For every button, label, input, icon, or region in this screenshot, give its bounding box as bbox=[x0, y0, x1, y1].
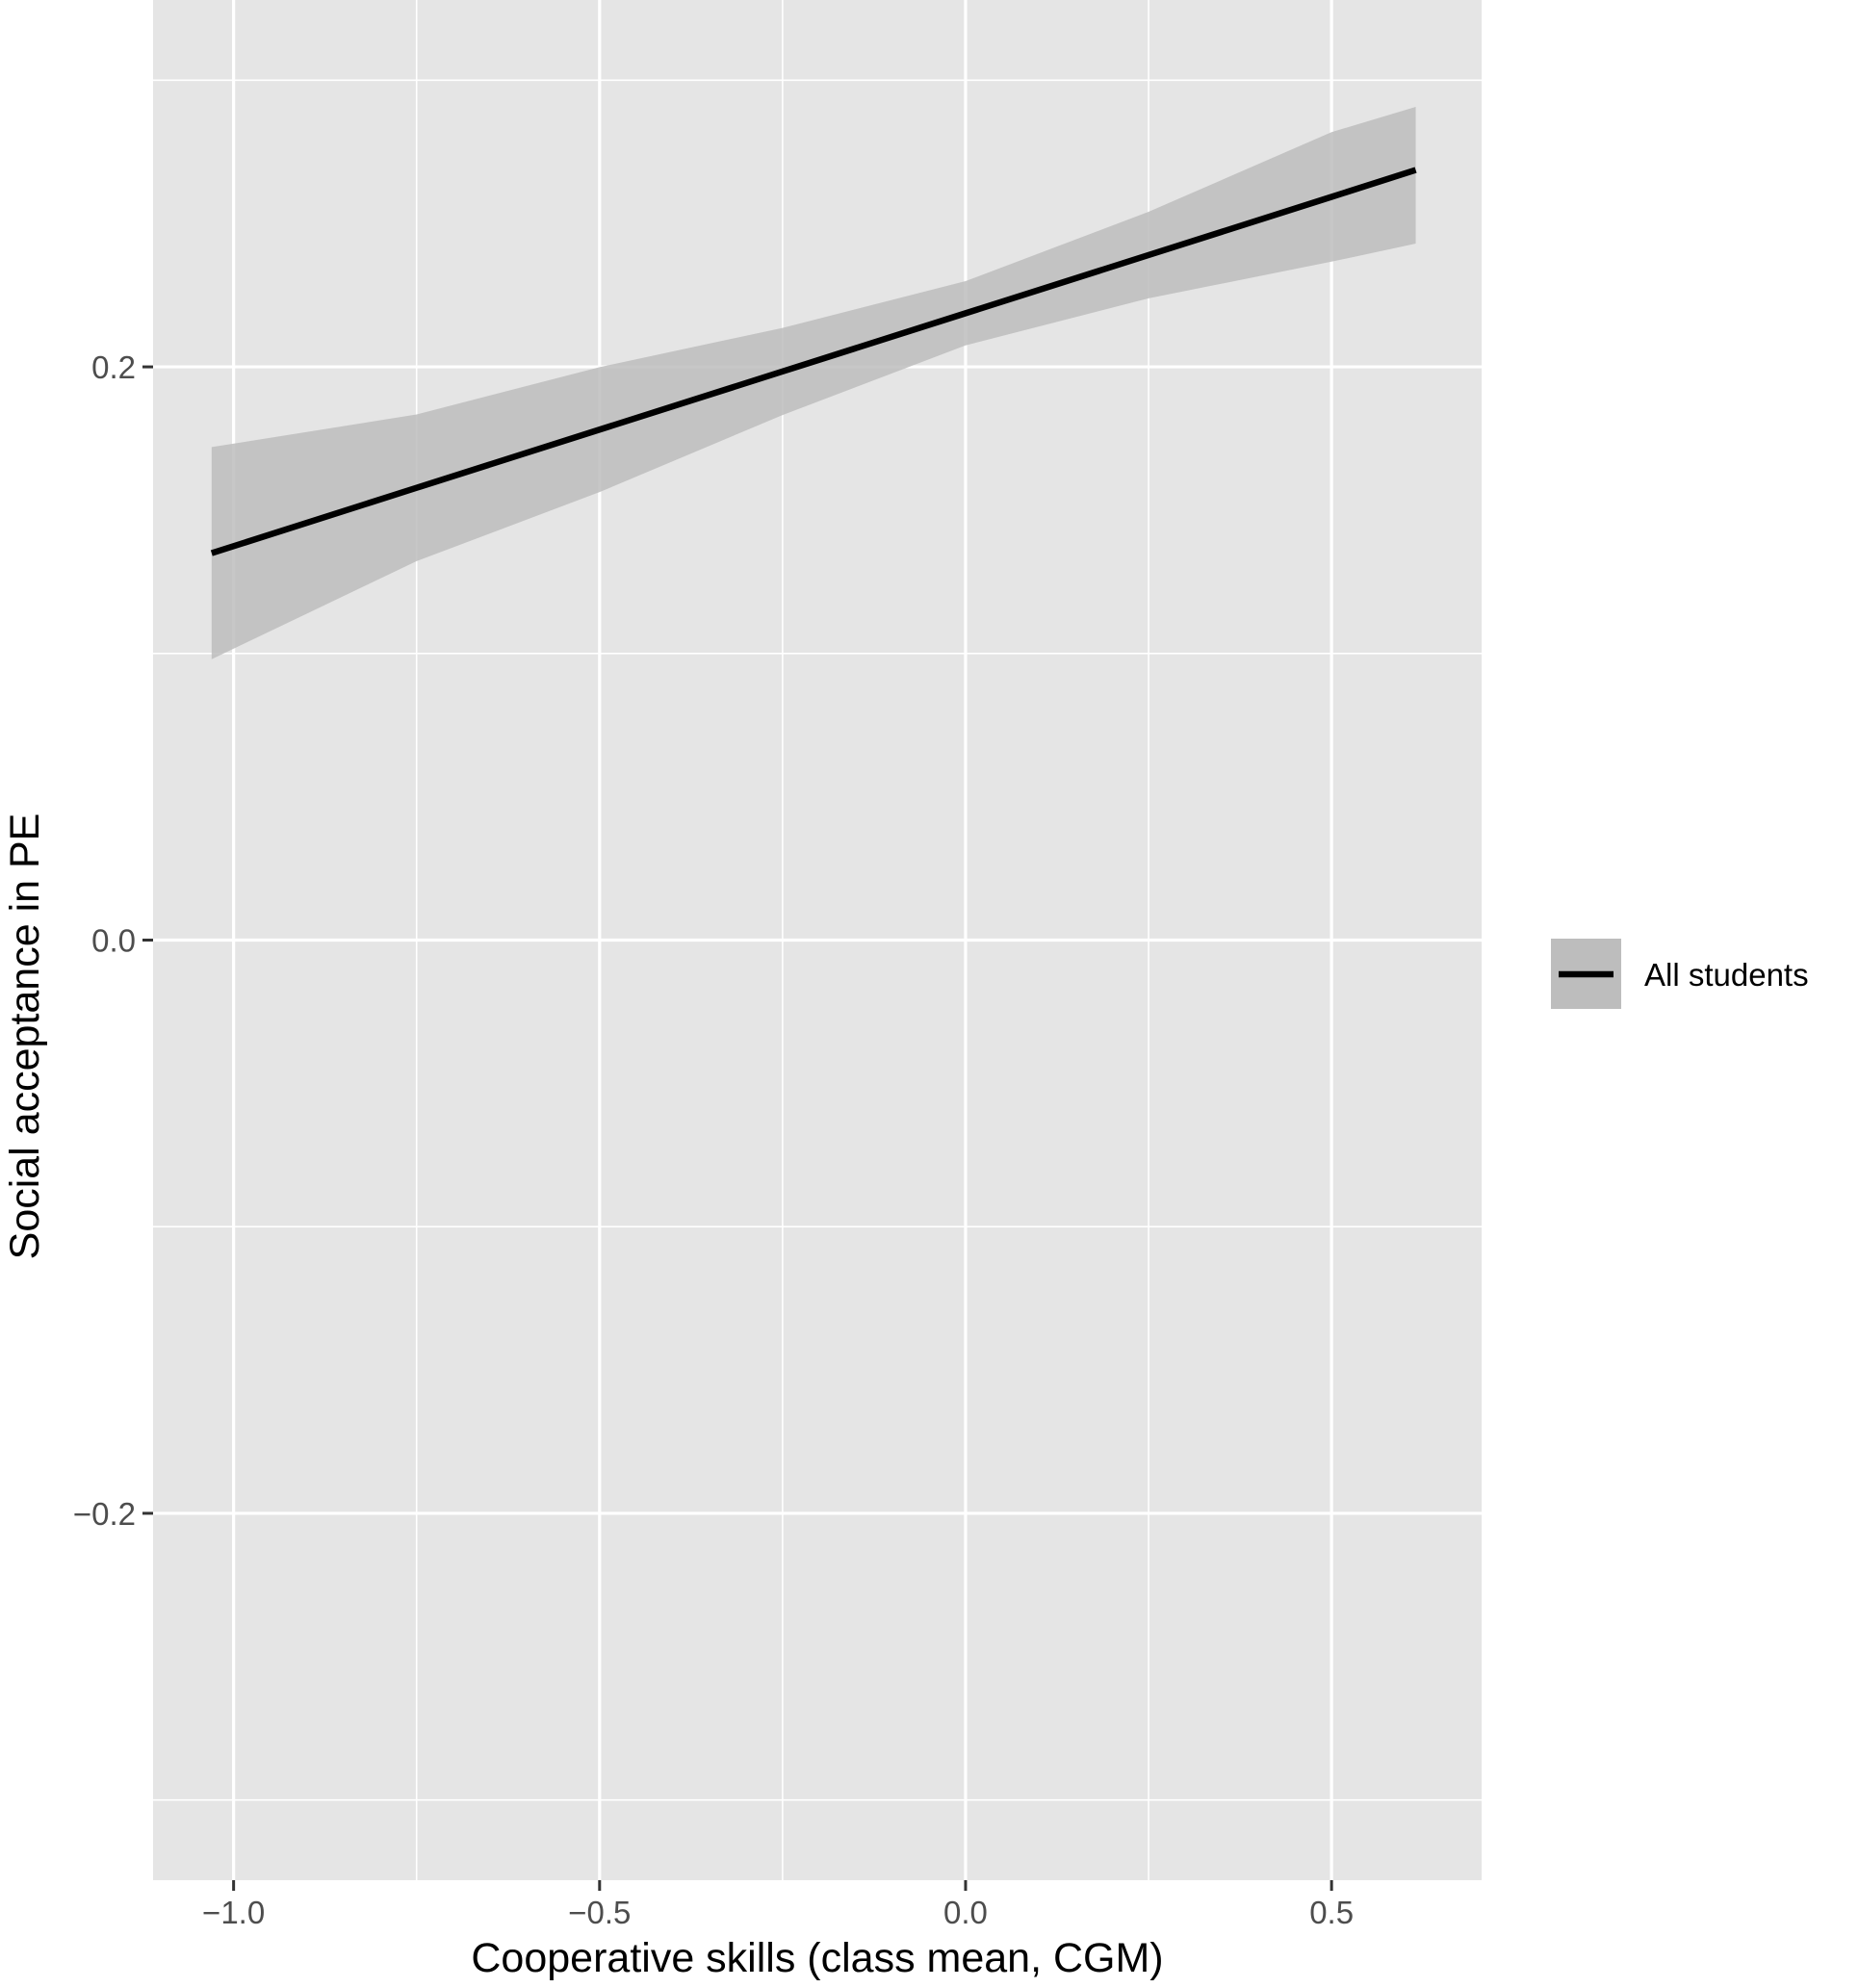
y-tick-label: 0.2 bbox=[91, 349, 136, 385]
y-axis-title: Social acceptance in PE bbox=[2, 813, 48, 1260]
y-tick-label: −0.2 bbox=[73, 1496, 136, 1532]
x-tick-label: −0.5 bbox=[568, 1895, 631, 1930]
confidence-band bbox=[211, 107, 1416, 659]
legend-label: All students bbox=[1644, 957, 1809, 993]
x-tick-label: 0.5 bbox=[1309, 1895, 1354, 1930]
y-tick-label: 0.0 bbox=[91, 923, 136, 959]
x-axis: −1.0 −0.5 0.0 0.5 bbox=[202, 1880, 1354, 1930]
y-axis: −0.2 0.0 0.2 bbox=[73, 349, 153, 1532]
legend: All students bbox=[1551, 939, 1809, 1009]
x-tick-label: −1.0 bbox=[202, 1895, 265, 1930]
series-lines bbox=[210, 167, 1417, 556]
regression-line bbox=[210, 167, 1417, 556]
confidence-ribbons bbox=[211, 107, 1416, 659]
x-tick-label: 0.0 bbox=[943, 1895, 988, 1930]
x-axis-title: Cooperative skills (class mean, CGM) bbox=[471, 1935, 1163, 1981]
